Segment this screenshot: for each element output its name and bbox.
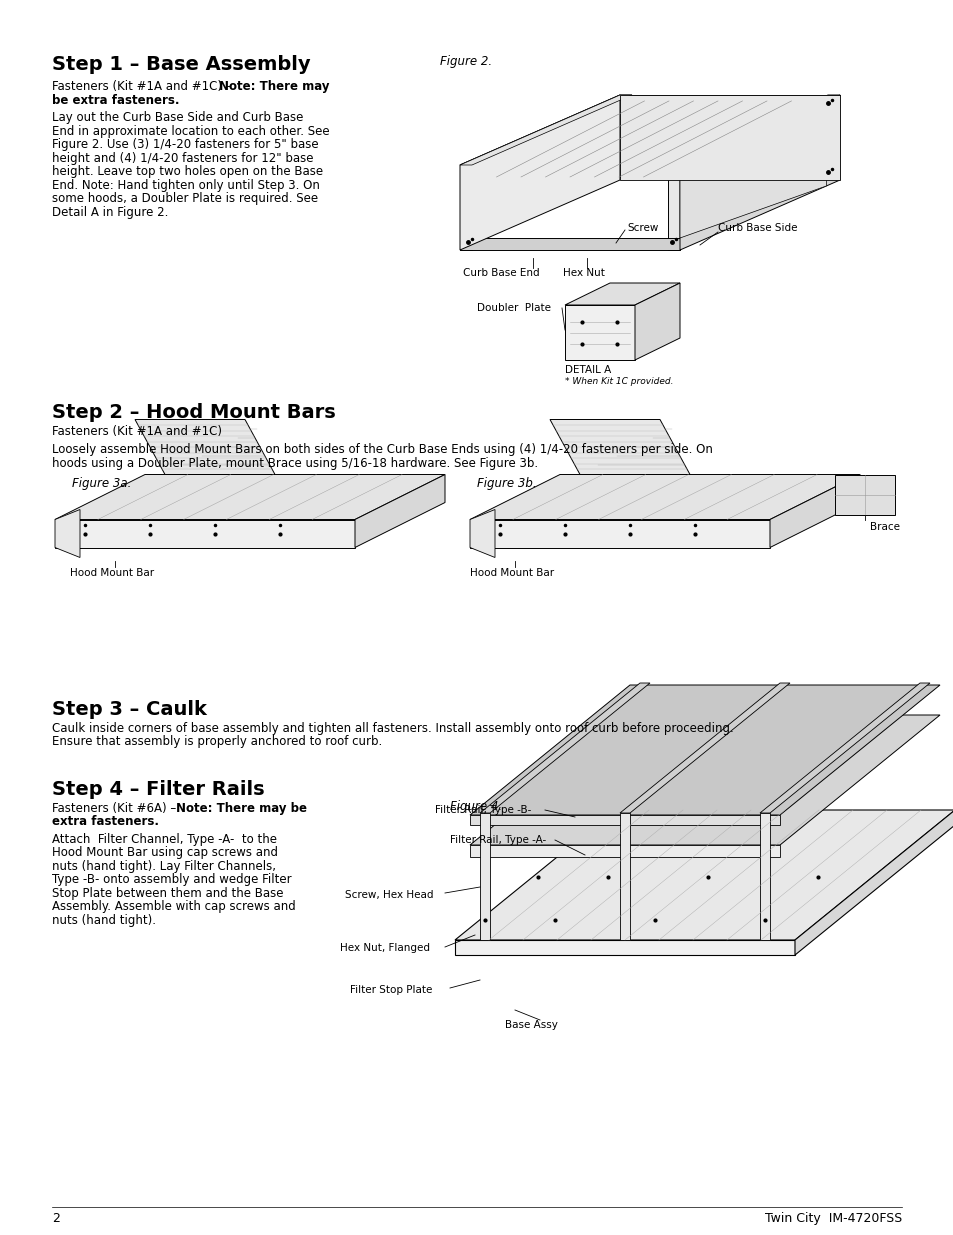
Text: Filter Stop Plate: Filter Stop Plate	[350, 986, 432, 995]
Polygon shape	[470, 815, 780, 825]
Text: hoods using a Doubler Plate, mount Brace using 5/16-18 hardware. See Figure 3b.: hoods using a Doubler Plate, mount Brace…	[52, 457, 537, 471]
Text: Caulk inside corners of base assembly and tighten all fasteners. Install assembl: Caulk inside corners of base assembly an…	[52, 722, 733, 735]
Text: Fasteners (Kit #1A and #1C) –: Fasteners (Kit #1A and #1C) –	[52, 80, 235, 93]
Polygon shape	[667, 95, 840, 165]
Text: Lay out the Curb Base Side and Curb Base: Lay out the Curb Base Side and Curb Base	[52, 111, 303, 124]
Polygon shape	[470, 715, 939, 845]
Text: Hood Mount Bar using cap screws and: Hood Mount Bar using cap screws and	[52, 846, 277, 860]
Polygon shape	[459, 165, 679, 177]
Text: Stop Plate between them and the Base: Stop Plate between them and the Base	[52, 887, 283, 900]
Polygon shape	[470, 474, 859, 520]
Text: Filter Rail, Type -A-: Filter Rail, Type -A-	[450, 835, 546, 845]
Text: Screw: Screw	[626, 224, 658, 233]
Text: Twin City  IM-4720FSS: Twin City IM-4720FSS	[764, 1212, 901, 1225]
Text: height. Leave top two holes open on the Base: height. Leave top two holes open on the …	[52, 165, 323, 178]
Text: Assembly. Assemble with cap screws and: Assembly. Assemble with cap screws and	[52, 900, 295, 914]
Text: Loosely assemble Hood Mount Bars on both sides of the Curb Base Ends using (4) 1: Loosely assemble Hood Mount Bars on both…	[52, 443, 712, 457]
Text: Doubler  Plate: Doubler Plate	[476, 303, 551, 312]
Text: * When Kit 1C provided.: * When Kit 1C provided.	[564, 377, 673, 387]
Text: Step 4 – Filter Rails: Step 4 – Filter Rails	[52, 781, 264, 799]
Text: DETAIL A: DETAIL A	[564, 366, 611, 375]
Polygon shape	[470, 520, 769, 547]
Polygon shape	[760, 683, 929, 813]
Polygon shape	[470, 685, 939, 815]
Polygon shape	[679, 95, 840, 249]
Text: height and (4) 1/4-20 fasteners for 12" base: height and (4) 1/4-20 fasteners for 12" …	[52, 152, 314, 164]
Text: Screw, Hex Head: Screw, Hex Head	[345, 890, 433, 900]
Polygon shape	[679, 101, 825, 238]
Text: Type -B- onto assembly and wedge Filter: Type -B- onto assembly and wedge Filter	[52, 873, 292, 887]
Text: some hoods, a Doubler Plate is required. See: some hoods, a Doubler Plate is required.…	[52, 191, 317, 205]
Polygon shape	[479, 683, 649, 813]
Text: nuts (hand tight).: nuts (hand tight).	[52, 914, 156, 927]
Polygon shape	[459, 95, 631, 165]
Text: Hood Mount Bar: Hood Mount Bar	[470, 568, 554, 578]
Polygon shape	[55, 520, 355, 547]
Text: Filter Rail, Type -B-: Filter Rail, Type -B-	[435, 805, 531, 815]
Text: Curb Base Side: Curb Base Side	[718, 224, 797, 233]
Polygon shape	[794, 810, 953, 955]
Text: Step 1 – Base Assembly: Step 1 – Base Assembly	[52, 56, 311, 74]
Polygon shape	[55, 474, 444, 520]
Polygon shape	[470, 845, 780, 857]
Polygon shape	[355, 474, 444, 547]
Polygon shape	[564, 305, 635, 359]
Text: Hex Nut, Flanged: Hex Nut, Flanged	[339, 944, 430, 953]
Polygon shape	[459, 95, 619, 249]
Text: Curb Base End: Curb Base End	[462, 268, 539, 278]
Text: Hood Mount Bar: Hood Mount Bar	[70, 568, 154, 578]
Text: End in approximate location to each other. See: End in approximate location to each othe…	[52, 125, 330, 137]
Polygon shape	[135, 420, 274, 474]
Polygon shape	[619, 683, 789, 813]
Polygon shape	[619, 95, 840, 180]
Polygon shape	[479, 813, 490, 940]
Text: Figure 3a.: Figure 3a.	[71, 477, 132, 489]
Text: Figure 3b.: Figure 3b.	[476, 477, 536, 489]
Polygon shape	[470, 510, 495, 557]
Text: 2: 2	[52, 1212, 60, 1225]
Polygon shape	[455, 810, 953, 940]
Polygon shape	[455, 940, 794, 955]
Polygon shape	[459, 238, 679, 249]
Text: Figure 4.: Figure 4.	[450, 800, 501, 813]
Text: Base Assy: Base Assy	[504, 1020, 558, 1030]
Text: Figure 2.: Figure 2.	[439, 56, 492, 68]
Polygon shape	[667, 165, 679, 249]
Polygon shape	[459, 95, 631, 165]
Text: Attach  Filter Channel, Type -A-  to the: Attach Filter Channel, Type -A- to the	[52, 832, 276, 846]
Text: extra fasteners.: extra fasteners.	[52, 815, 159, 829]
Text: Fasteners (Kit #1A and #1C): Fasteners (Kit #1A and #1C)	[52, 425, 222, 438]
Text: Detail A in Figure 2.: Detail A in Figure 2.	[52, 205, 168, 219]
Polygon shape	[760, 813, 769, 940]
Polygon shape	[635, 283, 679, 359]
Text: Note: There may be: Note: There may be	[175, 802, 307, 815]
Polygon shape	[769, 474, 859, 547]
Polygon shape	[834, 474, 894, 515]
Polygon shape	[619, 813, 629, 940]
Polygon shape	[550, 420, 689, 474]
Polygon shape	[459, 165, 472, 249]
Text: Step 3 – Caulk: Step 3 – Caulk	[52, 700, 207, 719]
Text: Ensure that assembly is properly anchored to roof curb.: Ensure that assembly is properly anchore…	[52, 736, 382, 748]
Text: Step 2 – Hood Mount Bars: Step 2 – Hood Mount Bars	[52, 403, 335, 422]
Text: Note: There may: Note: There may	[219, 80, 329, 93]
Polygon shape	[459, 165, 679, 177]
Text: Fasteners (Kit #6A) –: Fasteners (Kit #6A) –	[52, 802, 180, 815]
Text: End. Note: Hand tighten only until Step 3. On: End. Note: Hand tighten only until Step …	[52, 179, 319, 191]
Text: nuts (hand tight). Lay Filter Channels,: nuts (hand tight). Lay Filter Channels,	[52, 860, 275, 873]
Text: Hex Nut: Hex Nut	[562, 268, 604, 278]
Polygon shape	[564, 283, 679, 305]
Text: be extra fasteners.: be extra fasteners.	[52, 94, 179, 106]
Polygon shape	[55, 510, 80, 557]
Text: Brace: Brace	[869, 522, 899, 532]
Text: Figure 2. Use (3) 1/4-20 fasteners for 5" base: Figure 2. Use (3) 1/4-20 fasteners for 5…	[52, 138, 318, 151]
